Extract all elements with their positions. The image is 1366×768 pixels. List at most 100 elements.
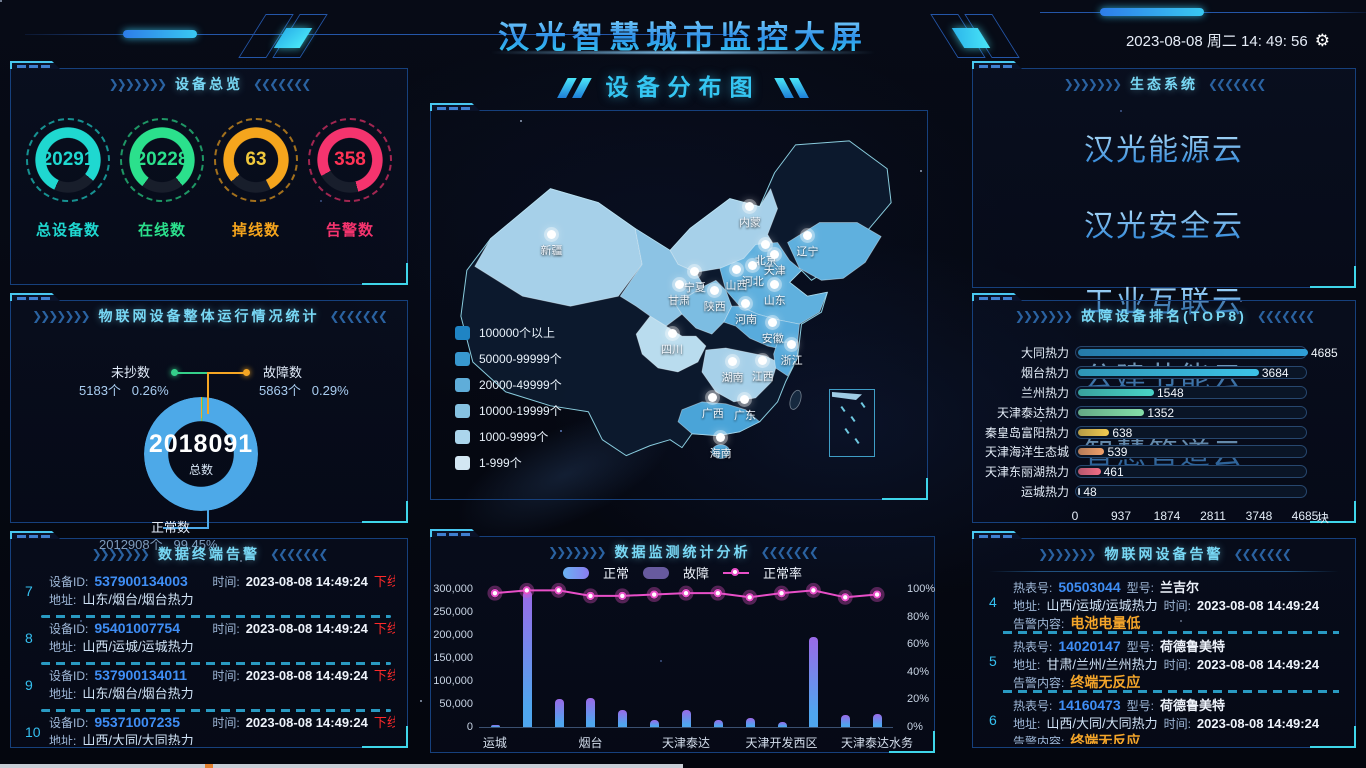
- bar-normal: [713, 720, 723, 727]
- province-label: 河南: [734, 314, 757, 327]
- province-label: 内蒙: [738, 217, 761, 230]
- province-marker[interactable]: 宁夏: [684, 266, 706, 295]
- bar-normal: [809, 636, 819, 727]
- iot-alarm-row[interactable]: 5 热表号: 14020147 型号: 荷德鲁美特 地址: 甘肃/兰州/兰州热力 时间: 202…: [983, 635, 1343, 694]
- province-marker[interactable]: 江西: [752, 356, 774, 384]
- legend-swatch: [455, 403, 470, 418]
- terminal-alarms-panel: ❯❯❯❯❯❯❯ 数据终端告警 ❮❮❮❮❮❮❮ 7 设备ID: 53790013400…: [10, 531, 408, 748]
- province-marker[interactable]: 浙江: [781, 339, 803, 368]
- province-marker[interactable]: 新疆: [541, 230, 563, 258]
- province-marker[interactable]: 湖南: [722, 356, 744, 385]
- legend-label: 100000个以上: [479, 326, 556, 340]
- bar-normal: [618, 709, 628, 727]
- ranking-bar-track: 48: [1075, 484, 1307, 499]
- device-id-label: 设备ID:: [49, 716, 89, 730]
- alarm-content-label: 告警内容:: [1013, 676, 1065, 690]
- legend-swatch-fault: [642, 566, 669, 579]
- legend-swatch: [455, 351, 470, 366]
- arrows-left-icon: ❮❮❮❮❮❮❮: [253, 77, 311, 91]
- province-marker[interactable]: 辽宁: [796, 230, 818, 259]
- gauge-label: 在线数: [137, 222, 186, 239]
- province-marker[interactable]: 河南: [735, 299, 757, 327]
- iot-alarm-row[interactable]: 4 热表号: 50503044 型号: 兰吉尔 地址: 山西/运城/运城热力 时间: 2023-…: [983, 576, 1343, 635]
- address-value: 山西/运城/运城热力: [82, 639, 194, 654]
- province-marker[interactable]: 甘肃: [668, 280, 690, 308]
- province-marker[interactable]: 山西: [726, 265, 748, 293]
- ranking-label: 运城热力: [1020, 484, 1069, 499]
- panel-header: ❯❯❯❯❯❯❯ 设备总览 ❮❮❮❮❮❮❮: [11, 69, 407, 99]
- row-separator: [1003, 631, 1339, 634]
- legend-label-fault: 故障: [682, 566, 709, 581]
- province-label: 新疆: [540, 245, 563, 258]
- status-offline-badge: 下线: [373, 715, 395, 730]
- bar-normal: [522, 591, 532, 727]
- address-value: 山西/大同/大同热力: [82, 733, 194, 745]
- device-gauge: 63 掉线数: [212, 118, 300, 240]
- marker-dot-icon: [547, 230, 557, 240]
- status-offline-badge: 下线: [373, 668, 395, 683]
- time-value: 2023-08-08 14:49:24: [245, 715, 368, 730]
- alarm-content-value: 终端无反应: [1070, 674, 1141, 690]
- address-label: 地址:: [1013, 599, 1041, 613]
- legend-swatch-normal: [562, 566, 589, 579]
- province-marker[interactable]: 广东: [734, 394, 756, 423]
- y-axis-label-left: 300,000: [433, 583, 473, 595]
- address-label: 地址:: [1013, 658, 1041, 672]
- taskbar-sliver[interactable]: [0, 764, 683, 768]
- legend-label: 10000-19999个: [479, 404, 562, 418]
- marker-dot-icon: [770, 249, 780, 259]
- province-marker[interactable]: 广西: [702, 393, 724, 421]
- legend-label: 1-999个: [479, 456, 522, 470]
- panel-corner-bracket: [362, 726, 408, 748]
- slash-deco-icon: [572, 78, 592, 98]
- panel-header: ❯❯❯❯❯❯❯ 数据监测统计分析 ❮❮❮❮❮❮❮: [431, 537, 934, 567]
- meter-id-value: 50503044: [1058, 579, 1121, 595]
- arrows-left-icon: ❮❮❮❮❮❮❮: [270, 547, 328, 561]
- y-axis-label-left: 0: [466, 721, 473, 733]
- province-marker[interactable]: 安徽: [762, 318, 784, 346]
- datetime-text: 2023-08-08 周二 14: 49: 56: [1125, 33, 1308, 50]
- axis-tick-label: 4685: [1291, 509, 1319, 524]
- ranking-bar-fill: 1352: [1078, 406, 1174, 420]
- time-label: 时间:: [1163, 658, 1191, 672]
- settings-gear-icon[interactable]: ⚙: [1314, 30, 1330, 50]
- terminal-alarm-row[interactable]: 9 设备ID: 537900134011 时间: 2023-08-08 14:49:24…: [21, 667, 395, 714]
- fault-pct: 0.29%: [311, 383, 349, 398]
- province-label: 海南: [709, 448, 732, 460]
- alarm-line-1: 设备ID: 537900134011 时间: 2023-08-08 14:49:24 下…: [49, 667, 395, 685]
- ecosystem-link[interactable]: 汉光安全云: [1084, 201, 1244, 245]
- terminal-alarm-row[interactable]: 7 设备ID: 537900134003 时间: 2023-08-08 14:49:24…: [21, 573, 395, 620]
- alarm-line-3: 告警内容: 终端无反应: [1013, 733, 1343, 744]
- ecosystem-link[interactable]: 汉光能源云: [1084, 125, 1244, 169]
- ecosystem-link[interactable]: 工业互联云: [1084, 277, 1244, 321]
- province-marker[interactable]: 海南: [710, 433, 732, 461]
- alarm-line-1: 热表号: 14160473 型号: 荷德鲁美特: [1013, 697, 1343, 715]
- marker-dot-icon: [740, 394, 750, 404]
- x-axis-label: 天津泰达水务: [841, 736, 914, 750]
- normal-leader-line-h: [163, 527, 209, 529]
- panel-title: 数据终端告警: [158, 546, 260, 562]
- marker-dot-icon: [770, 280, 780, 290]
- province-marker[interactable]: 山东: [764, 280, 786, 308]
- province-marker[interactable]: 四川: [661, 329, 683, 357]
- gauge-group: 20291 总设备数 20228 在线数 63 掉线数 358 告警数: [11, 99, 407, 240]
- province-marker[interactable]: 天津: [764, 249, 786, 278]
- row-separator: [41, 615, 391, 618]
- time-value: 2023-08-08 14:49:24: [245, 668, 368, 683]
- province-marker[interactable]: 北京: [755, 240, 777, 268]
- bar-normal: [841, 714, 851, 727]
- ranking-bar-list: 大同热力 4685 烟台热力 3684 兰州热力 1548 天津泰达热力 1352 秦皇岛富阳热…: [973, 343, 1355, 501]
- x-axis-label: 天津开发西区: [745, 736, 818, 750]
- terminal-alarm-row[interactable]: 10 设备ID: 95371007235 时间: 2023-08-08 14:49:24…: [21, 714, 395, 745]
- province-marker[interactable]: 陕西: [704, 285, 726, 314]
- iot-alarm-row[interactable]: 6 热表号: 14160473 型号: 荷德鲁美特 地址: 山西/大同/大同热力 时间: 202…: [983, 694, 1343, 744]
- iot-alarm-list: 4 热表号: 50503044 型号: 兰吉尔 地址: 山西/运城/运城热力 时间: 2023-…: [983, 576, 1343, 744]
- alarm-content-value: 终端无反应: [1070, 733, 1141, 744]
- x-axis-label: 烟台: [578, 736, 603, 750]
- province-marker[interactable]: 内蒙: [739, 202, 761, 230]
- province-marker[interactable]: 河北: [742, 261, 764, 289]
- unread-count: 5183个: [79, 383, 121, 398]
- terminal-alarm-row[interactable]: 8 设备ID: 95401007754 时间: 2023-08-08 14:49:24 下…: [21, 620, 395, 667]
- map-legend-item: 100000个以上: [455, 324, 562, 341]
